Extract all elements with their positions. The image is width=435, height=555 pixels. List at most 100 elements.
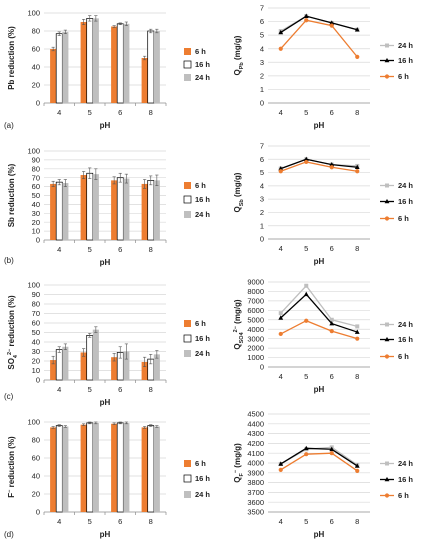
y-tick-label: 6 xyxy=(260,155,264,164)
legend-label: 6 h xyxy=(195,459,206,468)
y-tick-label: 70 xyxy=(32,309,40,318)
bar xyxy=(92,174,99,240)
x-axis-label: pH xyxy=(314,530,325,539)
y-axis-label: Sb reduction (%) xyxy=(7,163,16,227)
y-tick-label: 20 xyxy=(32,490,40,499)
bar xyxy=(55,425,63,513)
data-point xyxy=(355,336,360,341)
y-tick-label: 5 xyxy=(260,168,264,177)
y-tick-label: 4000 xyxy=(247,325,264,334)
y-tick-label: 20 xyxy=(32,357,40,366)
x-tick-label: 8 xyxy=(149,385,153,394)
legend-swatch xyxy=(183,474,192,483)
bar xyxy=(116,422,124,513)
legend-label: 24 h xyxy=(398,41,413,50)
y-tick-label: 80 xyxy=(32,436,40,445)
legend: 6 h 16 h 24 h xyxy=(183,319,210,358)
y-tick-label: 1000 xyxy=(247,353,264,362)
y-tick-label: 4500 xyxy=(247,410,264,419)
y-tick-label: 20 xyxy=(32,81,40,90)
y-axis-label: SO42− reduction (%) xyxy=(7,295,19,370)
x-tick-label: 8 xyxy=(149,108,153,117)
bar xyxy=(62,183,69,240)
y-tick-label: 40 xyxy=(32,63,40,72)
x-axis-label: pH xyxy=(314,385,325,394)
bar xyxy=(153,180,160,240)
y-tick-label: 2 xyxy=(260,71,264,80)
legend-swatch xyxy=(184,211,191,218)
x-axis-label: pH xyxy=(100,530,111,539)
data-point xyxy=(355,54,360,59)
y-tick-label: 6000 xyxy=(247,306,264,315)
x-axis-label: pH xyxy=(314,121,325,130)
legend-label: 6 h xyxy=(195,319,206,328)
y-axis-label: QF− (mg/g) xyxy=(233,443,245,483)
data-point xyxy=(329,446,335,452)
bar xyxy=(123,23,130,103)
bar xyxy=(123,351,130,380)
line-chart-a-line: 0 1 2 3 4 5 6 7 4 5 6 8 pH QPb (mg/g) 24 h 16 h 6 h xyxy=(233,4,413,130)
x-tick-label: 4 xyxy=(57,108,61,117)
data-point xyxy=(355,468,360,473)
bar xyxy=(62,426,69,512)
y-tick-label: 7000 xyxy=(247,296,264,305)
bar xyxy=(123,422,130,512)
legend: 6 h 16 h 24 h xyxy=(183,47,210,82)
x-tick-label: 6 xyxy=(330,244,334,253)
x-tick-label: 5 xyxy=(304,108,308,117)
data-point xyxy=(278,315,284,320)
series-line xyxy=(280,15,358,32)
x-tick-label: 4 xyxy=(57,245,61,254)
y-tick-label: 10 xyxy=(32,366,40,375)
legend-label: 24 h xyxy=(195,490,210,499)
bar xyxy=(111,423,118,512)
x-tick-label: 8 xyxy=(355,244,359,253)
legend-label: 16 h xyxy=(398,56,413,65)
bar xyxy=(55,181,63,241)
legend: 6 h 16 h 24 h xyxy=(183,459,210,499)
y-tick-label: 0 xyxy=(260,363,264,372)
y-tick-label: 10 xyxy=(32,227,40,236)
y-axis-label: QSb (mg/g) xyxy=(233,172,245,212)
bar xyxy=(86,422,94,513)
y-tick-label: 40 xyxy=(32,338,40,347)
x-tick-label: 4 xyxy=(279,372,283,381)
y-tick-label: 5 xyxy=(260,31,264,40)
y-tick-label: 40 xyxy=(32,200,40,209)
y-tick-label: 50 xyxy=(32,191,40,200)
y-tick-label: 50 xyxy=(32,328,40,337)
legend-swatch xyxy=(183,195,192,204)
y-tick-label: 8000 xyxy=(247,287,264,296)
data-point xyxy=(329,20,335,25)
data-point xyxy=(278,169,283,174)
y-tick-label: 30 xyxy=(32,347,40,356)
bar xyxy=(80,424,87,512)
x-tick-label: 5 xyxy=(88,245,92,254)
legend: 6 h 16 h 24 h xyxy=(183,181,210,219)
legend-swatch xyxy=(184,74,191,81)
legend-swatch xyxy=(183,334,192,343)
data-point xyxy=(278,311,283,316)
data-point xyxy=(354,27,360,32)
bar xyxy=(86,172,94,241)
y-tick-label: 3 xyxy=(260,195,264,204)
legend-label: 24 h xyxy=(398,459,413,468)
x-axis-label: pH xyxy=(314,257,325,266)
x-tick-label: 6 xyxy=(330,108,334,117)
legend-marker xyxy=(384,354,390,359)
x-tick-label: 4 xyxy=(279,108,283,117)
bar xyxy=(111,180,118,240)
bar xyxy=(153,31,160,103)
x-tick-label: 5 xyxy=(304,372,308,381)
bar xyxy=(116,23,124,104)
y-tick-label: 80 xyxy=(32,300,40,309)
data-point xyxy=(278,331,283,337)
panel-label: (a) xyxy=(4,121,14,130)
x-tick-label: 6 xyxy=(330,517,334,526)
data-point xyxy=(329,165,334,170)
series-line xyxy=(280,452,358,472)
legend-marker xyxy=(385,322,389,327)
x-axis-label: pH xyxy=(100,398,111,407)
